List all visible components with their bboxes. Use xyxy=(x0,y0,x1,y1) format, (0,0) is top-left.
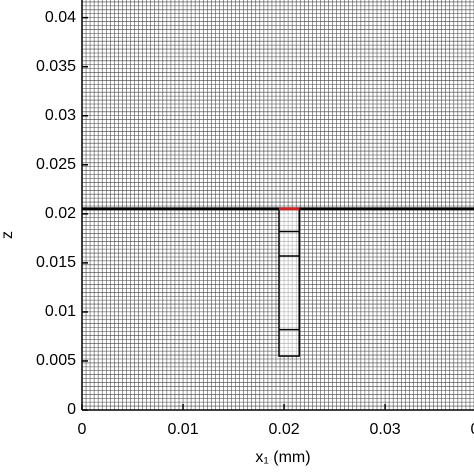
x-tick-label: 0.02 xyxy=(268,421,299,438)
y-tick-label: 0.025 xyxy=(36,156,76,173)
x-tick-label: 0.03 xyxy=(370,421,401,438)
x-tick-label: 0.01 xyxy=(167,421,198,438)
y-tick-label: 0.035 xyxy=(36,58,76,75)
y-tick-label: 0 xyxy=(67,401,76,418)
y-tick-label: 0.03 xyxy=(45,107,76,124)
y-tick-label: 0.01 xyxy=(45,303,76,320)
y-tick-label: 0.02 xyxy=(45,205,76,222)
y-tick-label: 0.015 xyxy=(36,254,76,271)
y-axis-label: z xyxy=(0,231,16,239)
y-tick-label: 0.005 xyxy=(36,352,76,369)
mesh xyxy=(81,0,474,411)
x-axis-label: x₁ (mm) xyxy=(255,449,310,466)
x-tick-label: 0.04 xyxy=(471,421,474,438)
x-tick-label: 0 xyxy=(78,421,87,438)
y-tick-label: 0.04 xyxy=(45,9,76,26)
